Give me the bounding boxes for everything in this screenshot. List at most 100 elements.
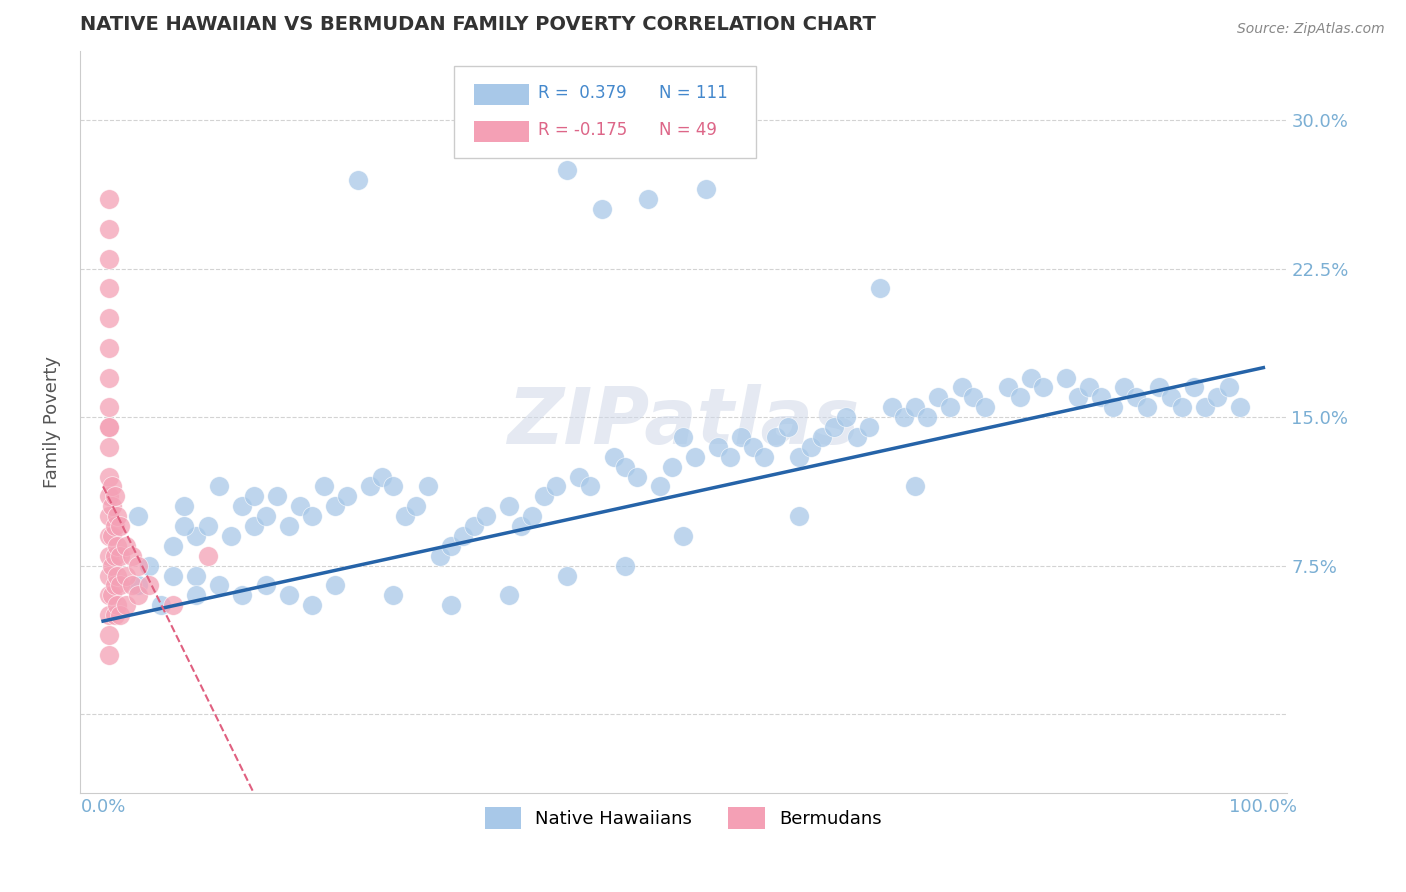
- Point: [97, 192, 120, 206]
- Point: [97, 420, 120, 434]
- Point: [290, 500, 312, 514]
- Point: [683, 450, 706, 464]
- Point: [370, 469, 392, 483]
- Point: [509, 519, 531, 533]
- Point: [440, 539, 463, 553]
- Point: [776, 420, 799, 434]
- Point: [162, 539, 184, 553]
- Point: [834, 410, 856, 425]
- Point: [121, 578, 143, 592]
- Point: [105, 509, 128, 524]
- Point: [1136, 401, 1159, 415]
- Point: [336, 489, 359, 503]
- Point: [197, 519, 219, 533]
- Point: [110, 549, 132, 563]
- Point: [1194, 401, 1216, 415]
- Point: [661, 459, 683, 474]
- Point: [1101, 401, 1123, 415]
- Point: [1078, 380, 1101, 394]
- Point: [1054, 370, 1077, 384]
- Point: [97, 469, 120, 483]
- Point: [104, 519, 127, 533]
- Point: [475, 509, 498, 524]
- Point: [787, 450, 810, 464]
- Point: [105, 599, 128, 613]
- Point: [591, 202, 613, 217]
- Point: [800, 440, 823, 454]
- Point: [323, 500, 346, 514]
- FancyBboxPatch shape: [474, 121, 529, 142]
- Point: [184, 529, 207, 543]
- Point: [1171, 401, 1194, 415]
- Point: [97, 648, 120, 662]
- Point: [115, 599, 138, 613]
- Point: [904, 401, 927, 415]
- Point: [184, 588, 207, 602]
- Point: [219, 529, 242, 543]
- Point: [811, 430, 834, 444]
- Point: [101, 479, 124, 493]
- Point: [1160, 390, 1182, 404]
- Point: [110, 578, 132, 592]
- Point: [1182, 380, 1205, 394]
- Point: [602, 450, 624, 464]
- Point: [672, 529, 695, 543]
- Point: [231, 500, 253, 514]
- Point: [440, 599, 463, 613]
- Point: [1021, 370, 1043, 384]
- Point: [451, 529, 474, 543]
- Point: [97, 420, 120, 434]
- Point: [637, 192, 659, 206]
- Point: [1218, 380, 1240, 394]
- Text: NATIVE HAWAIIAN VS BERMUDAN FAMILY POVERTY CORRELATION CHART: NATIVE HAWAIIAN VS BERMUDAN FAMILY POVER…: [80, 15, 876, 34]
- Point: [429, 549, 451, 563]
- Point: [1067, 390, 1090, 404]
- Point: [115, 539, 138, 553]
- Point: [997, 380, 1019, 394]
- Point: [323, 578, 346, 592]
- Point: [105, 568, 128, 582]
- Point: [150, 599, 173, 613]
- Point: [962, 390, 984, 404]
- Point: [127, 588, 149, 602]
- Point: [97, 549, 120, 563]
- Point: [173, 500, 195, 514]
- Point: [243, 489, 266, 503]
- Point: [277, 519, 299, 533]
- Point: [405, 500, 427, 514]
- Point: [97, 341, 120, 355]
- Point: [97, 252, 120, 266]
- Point: [138, 578, 160, 592]
- Point: [915, 410, 938, 425]
- Point: [97, 489, 120, 503]
- Point: [718, 450, 741, 464]
- Point: [672, 430, 695, 444]
- Point: [880, 401, 903, 415]
- Point: [823, 420, 845, 434]
- Point: [104, 489, 127, 503]
- Point: [254, 578, 277, 592]
- Point: [1114, 380, 1136, 394]
- Point: [893, 410, 915, 425]
- Point: [394, 509, 416, 524]
- Point: [97, 222, 120, 236]
- Point: [127, 578, 149, 592]
- Point: [243, 519, 266, 533]
- Point: [127, 509, 149, 524]
- Point: [555, 568, 578, 582]
- Point: [1008, 390, 1031, 404]
- Point: [1090, 390, 1112, 404]
- Point: [927, 390, 949, 404]
- FancyBboxPatch shape: [454, 66, 755, 159]
- Text: ZIPatlas: ZIPatlas: [508, 384, 859, 460]
- Point: [382, 479, 405, 493]
- Point: [626, 469, 648, 483]
- Point: [695, 182, 717, 196]
- Point: [110, 519, 132, 533]
- FancyBboxPatch shape: [474, 84, 529, 105]
- Point: [765, 430, 787, 444]
- Point: [266, 489, 288, 503]
- Point: [208, 578, 231, 592]
- Point: [105, 539, 128, 553]
- Point: [648, 479, 671, 493]
